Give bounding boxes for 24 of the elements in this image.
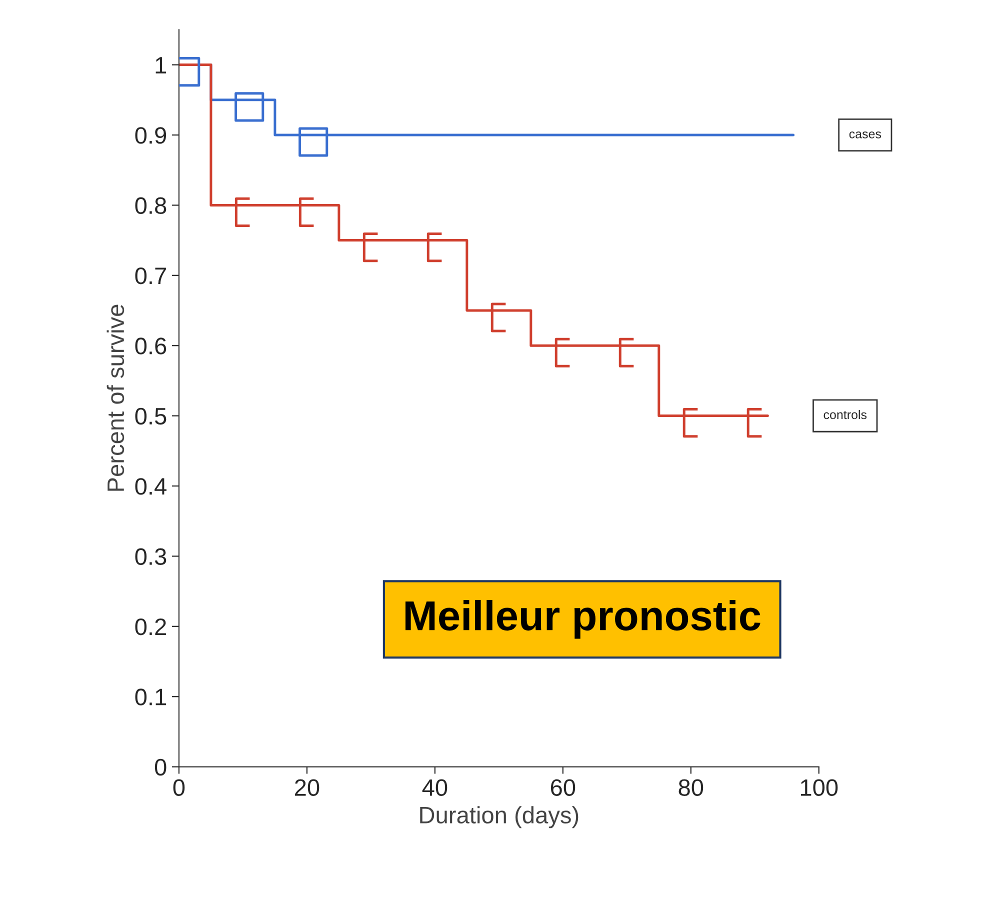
x-axis-title: Duration (days) [420,806,578,828]
x-tick-label: 40 [422,779,448,796]
y-tick-label: 0.2 [135,618,166,636]
y-tick-label: 0.7 [135,267,166,284]
y-tick-label: 0.1 [135,688,166,706]
x-tick-label: 60 [550,779,576,796]
y-tick-label: 0.3 [135,548,166,565]
point [234,92,264,122]
y-tick-label: 1 [156,57,166,74]
x-tick-label: 100 [800,779,838,796]
y-tick-label: 0.9 [135,127,166,144]
y-tick-label: 0.6 [135,338,166,354]
text: controls [824,410,867,420]
x-tick-label: 80 [678,779,704,796]
text: cases [849,132,882,138]
y-tick-label: 0.5 [135,408,166,425]
y-tick-label: 0 [154,758,166,776]
point [298,127,328,157]
x-tick-label: 0 [173,779,185,796]
y-axis-title: Percent of survive [106,304,124,491]
y-tick-label: 0.8 [135,197,166,214]
y-tick-label: 0.4 [135,478,166,495]
x-tick-label: 20 [295,779,320,796]
annotation: Meilleur pronostic [405,600,760,639]
